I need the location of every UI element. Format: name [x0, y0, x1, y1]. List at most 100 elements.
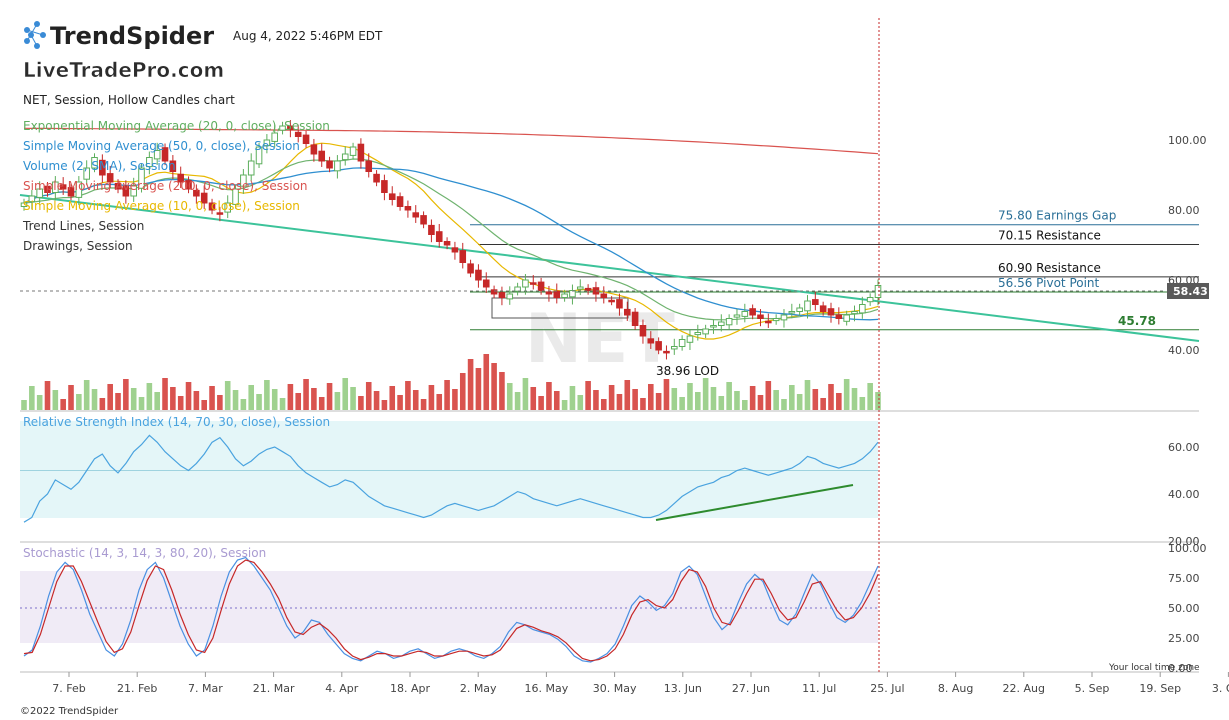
candle-body	[741, 311, 749, 317]
price-tick-label: 100.00	[1168, 134, 1207, 147]
candle-body	[443, 241, 451, 246]
volume-bar	[522, 378, 529, 410]
candle-body	[271, 132, 279, 142]
volume-bar	[804, 380, 811, 410]
candle-body	[553, 290, 561, 299]
x-tick-label: 11. Jul	[802, 682, 836, 695]
volume-bar	[514, 392, 521, 410]
volume-bar	[710, 387, 717, 410]
candle-body	[866, 297, 874, 303]
volume-bar	[36, 395, 43, 410]
candle-body	[757, 314, 764, 319]
watermark-site: LiveTradePro.com	[23, 58, 224, 82]
x-tick-label: 7. Mar	[188, 682, 223, 695]
candle-body	[388, 193, 396, 200]
volume-bar	[91, 389, 98, 410]
legend-item: Volume (2, SMA), Session	[23, 159, 176, 173]
volume-bar	[201, 400, 207, 410]
candle-body	[827, 308, 835, 316]
sma50-line	[23, 167, 879, 321]
candle-body	[67, 187, 75, 197]
legend-item: Drawings, Session	[23, 239, 133, 253]
volume-bar	[138, 397, 145, 410]
rsi-line	[23, 434, 879, 523]
volume-bar	[875, 392, 881, 410]
candle-body	[349, 146, 357, 156]
volume-bar	[264, 380, 270, 410]
volume-bar	[632, 389, 638, 410]
volume-bar	[381, 400, 388, 410]
x-axis: 7. Feb 21. Feb 7. Mar 21. Mar 4. Apr 18. Apr 2…	[52, 672, 1229, 695]
volume-bar	[405, 381, 411, 410]
volume-bar	[115, 393, 121, 410]
candle-body	[294, 131, 302, 138]
volume-bar	[655, 393, 662, 410]
volume-bar	[796, 394, 803, 410]
volume-bar	[76, 394, 82, 410]
volume-bar	[358, 396, 364, 410]
copyright: ©2022 TrendSpider	[20, 706, 119, 717]
candle-body	[435, 231, 443, 242]
rsi-title: Relative Strength Index (14, 70, 30, clo…	[23, 415, 330, 429]
candle-body	[670, 346, 678, 350]
volume-bar	[679, 397, 685, 410]
candle-body	[381, 180, 388, 194]
stoch-tick-label: 75.00	[1168, 572, 1200, 585]
x-tick-label: 5. Sep	[1075, 682, 1110, 695]
volume-bar	[593, 390, 599, 410]
volume-bar	[577, 395, 584, 410]
volume-bar	[170, 387, 176, 410]
stoch-tick-label: 25.00	[1168, 632, 1200, 645]
volume-bar	[757, 395, 764, 410]
legend-item: Simple Moving Average (10, 0, close), Se…	[23, 199, 300, 213]
volume-bar	[146, 383, 153, 410]
volume-bar	[154, 392, 160, 410]
candle-body	[240, 174, 247, 187]
candle-body	[835, 314, 843, 319]
volume-bar	[436, 394, 443, 410]
volume-bar	[224, 381, 231, 410]
candle-body	[99, 159, 106, 176]
volume-bar	[232, 390, 239, 410]
candle-body	[28, 195, 36, 203]
volume-bar	[553, 391, 560, 410]
candle-body	[819, 305, 827, 312]
volume-bar	[499, 372, 505, 410]
candle-body	[482, 279, 490, 288]
volume-bar	[444, 380, 450, 410]
candle-body	[514, 286, 521, 292]
volume-bar	[193, 391, 200, 410]
candle-body	[631, 311, 639, 327]
volume-bar	[828, 384, 834, 410]
volume-bar	[608, 385, 615, 410]
volume-bar	[867, 383, 873, 410]
candle-body	[263, 139, 271, 147]
panel-separators	[20, 410, 1199, 673]
volume-bar	[836, 393, 842, 410]
volume-bar	[279, 398, 286, 410]
candle-body	[506, 293, 514, 300]
candle-body	[138, 167, 145, 189]
rsi-band	[20, 421, 878, 518]
timestamp: Aug 4, 2022 5:46PM EDT	[233, 29, 383, 43]
volume-bar	[107, 384, 113, 410]
volume-bar	[546, 382, 552, 410]
volume-bar	[640, 398, 646, 410]
volume-bar	[295, 393, 302, 410]
volume-bar	[663, 379, 670, 410]
candle-body	[678, 339, 686, 347]
volume-bar	[412, 390, 419, 410]
candle-body	[161, 147, 169, 162]
candle-body	[106, 173, 114, 183]
volume-bar	[326, 383, 333, 410]
legend-item: Trend Lines, Session	[22, 219, 144, 233]
x-tick-label: 7. Feb	[52, 682, 85, 695]
volume-bar	[671, 388, 678, 410]
volume-bar	[123, 379, 129, 410]
candle-body	[91, 157, 98, 169]
volume-bar	[397, 395, 403, 410]
x-tick-label: 4. Apr	[325, 682, 358, 695]
x-tick-label: 16. May	[525, 682, 569, 695]
rsi-tick-label: 20.00	[1168, 535, 1200, 548]
level-lines: 75.80 Earnings Gap 70.15 Resistance 60.90 …	[470, 209, 1199, 331]
